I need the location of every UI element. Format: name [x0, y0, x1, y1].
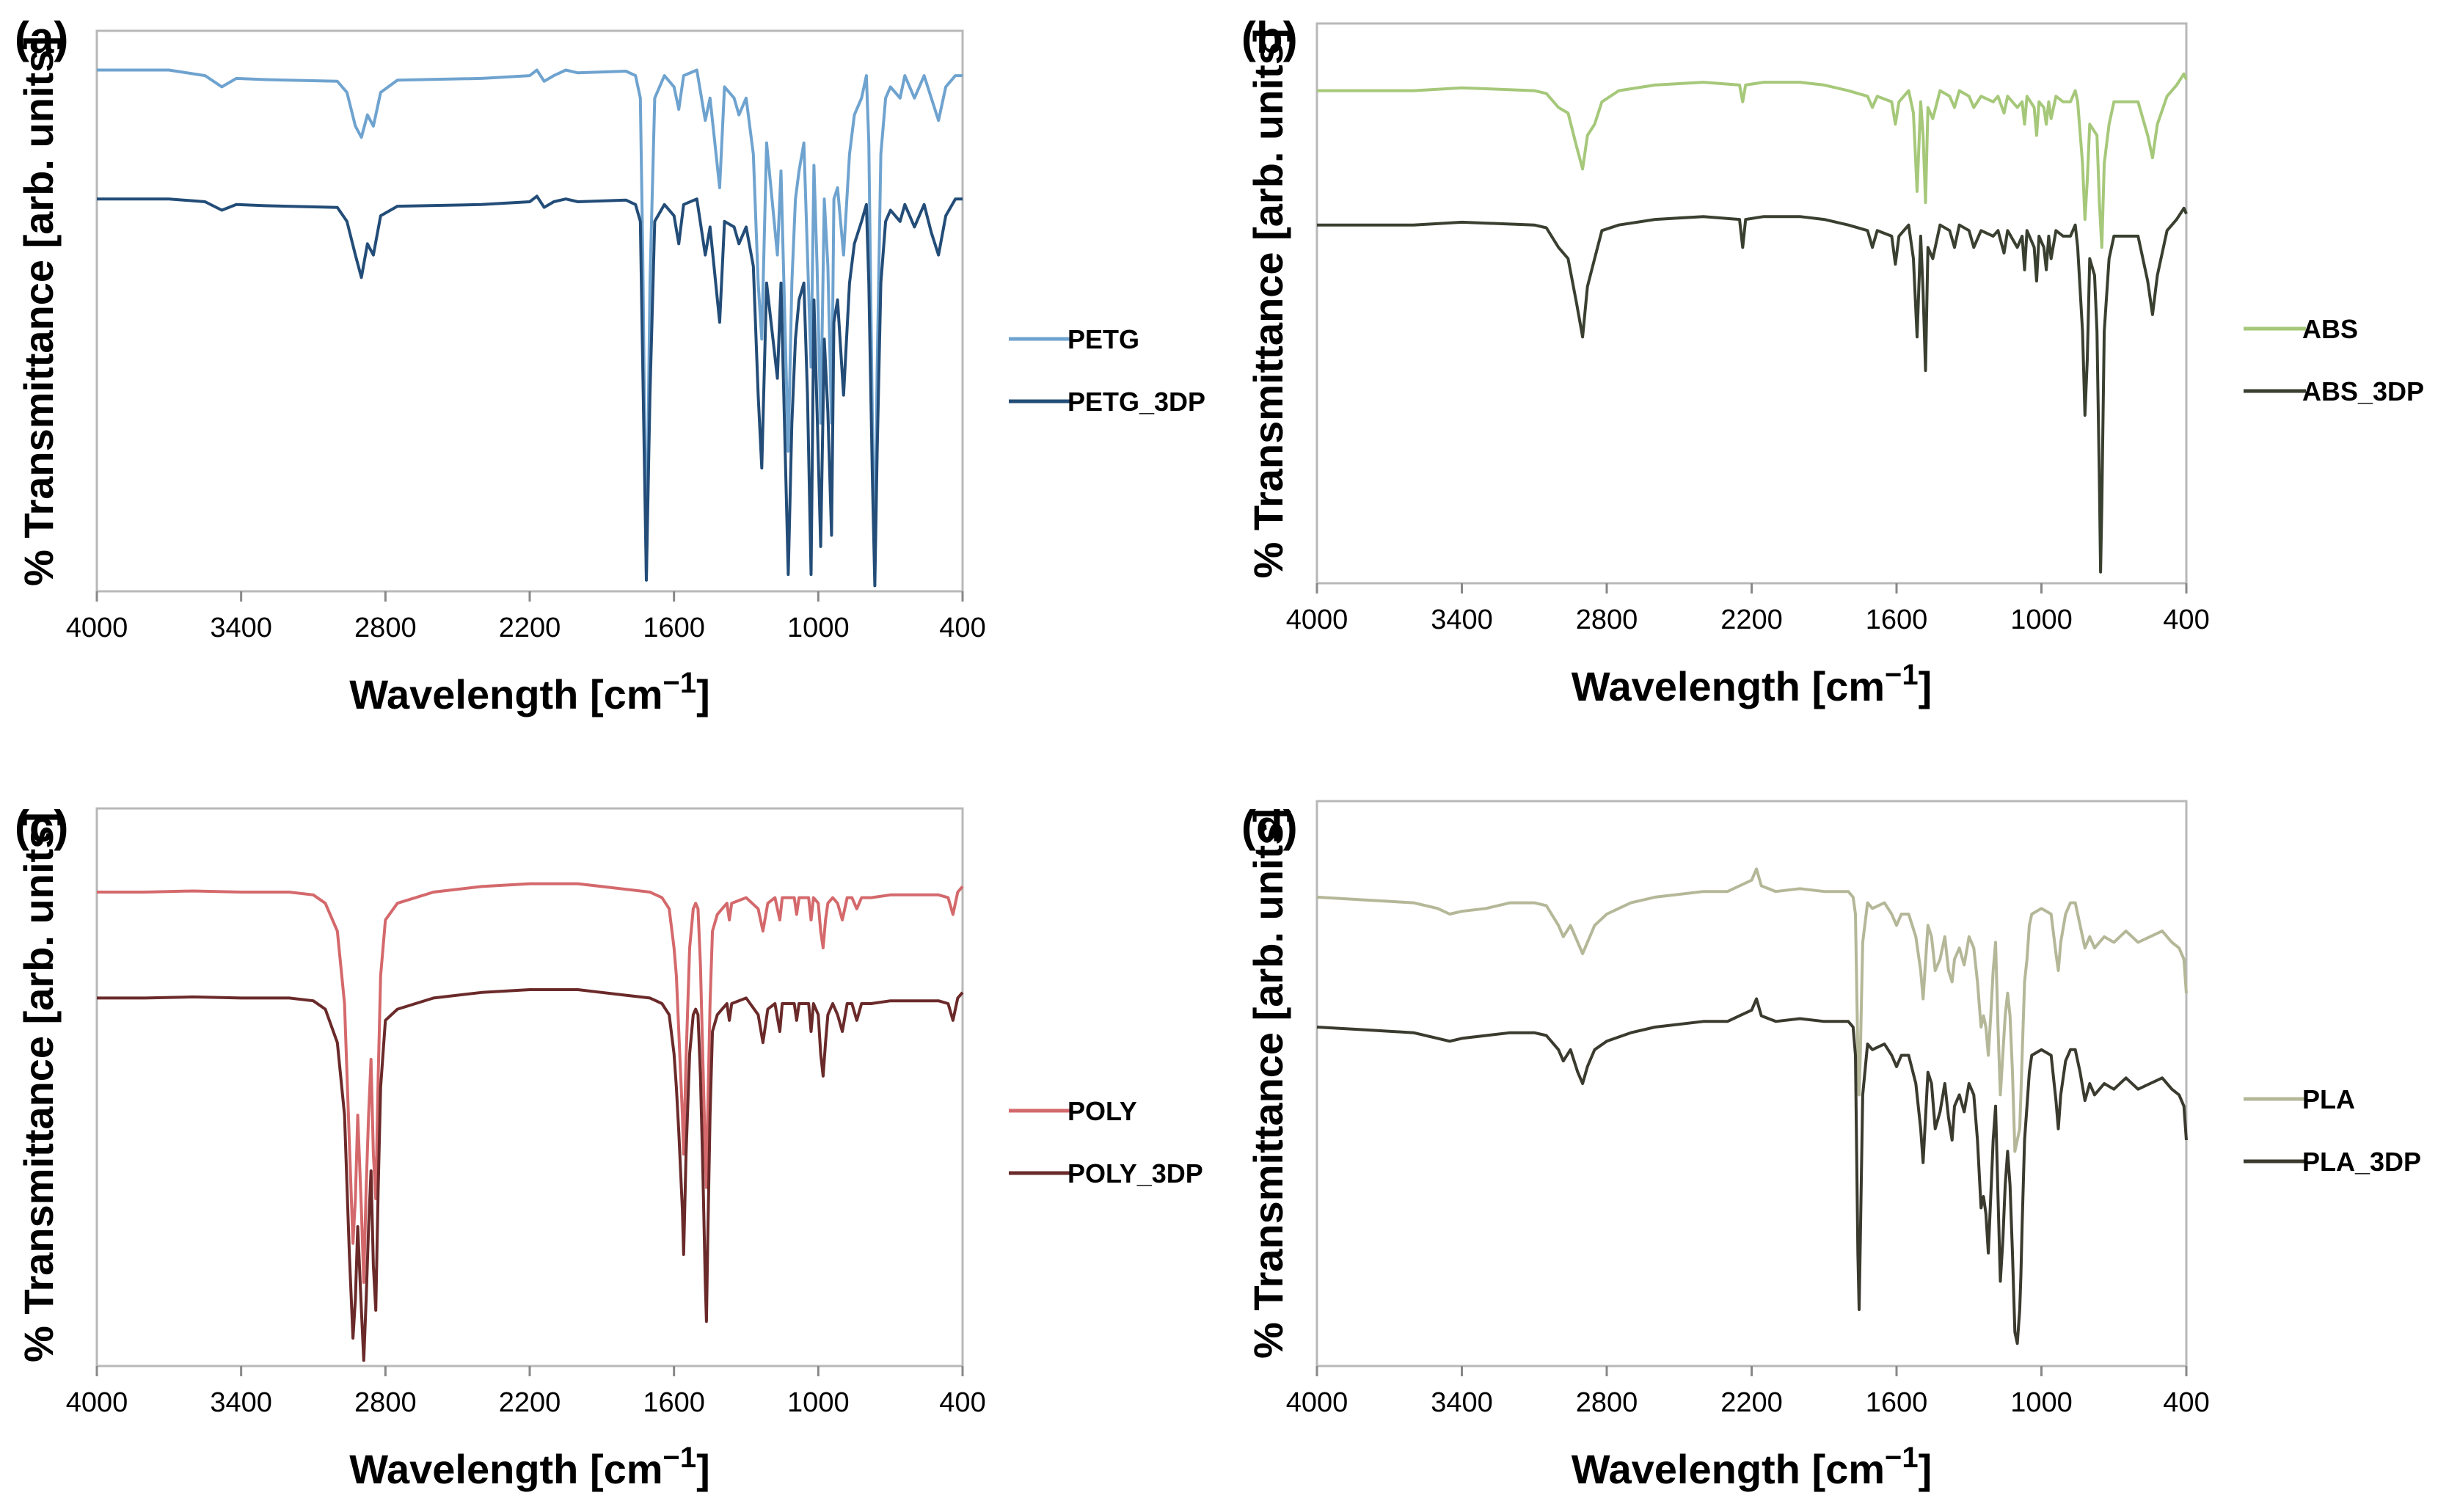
- x-tick-label: 3400: [210, 1387, 272, 1418]
- legend-label: ABS: [2302, 314, 2358, 344]
- x-tick-label: 400: [2163, 605, 2209, 635]
- x-tick-label: 2800: [1576, 605, 1638, 635]
- x-tick-label: 1000: [787, 1387, 850, 1418]
- panel-label: (a): [15, 13, 68, 62]
- chart-panel-a: (a) 4000 3400 2800 2200 1600 1000 400 Wavelength…: [15, 13, 1205, 717]
- x-tick-label: 1600: [1866, 605, 1928, 635]
- x-tick-label: 4000: [1286, 1387, 1348, 1418]
- x-tick-label: 3400: [1431, 1387, 1493, 1418]
- x-tick-label: 2200: [499, 613, 561, 643]
- x-tick-label: 2800: [354, 1387, 417, 1418]
- series-line-poly-3dp: [97, 988, 964, 1362]
- x-tick-label: 1000: [2010, 1387, 2073, 1418]
- legend-label: POLY: [1067, 1096, 1137, 1126]
- x-tick-label: 1600: [643, 1387, 705, 1418]
- x-axis-title: Wavelength [cm−1]: [1572, 1442, 1932, 1492]
- series-line-poly: [97, 882, 964, 1284]
- x-tick-label: 4000: [66, 1387, 128, 1418]
- x-tick-label: 2200: [1720, 605, 1783, 635]
- series-line-petg-3dp: [97, 194, 963, 588]
- x-tick-label: 2200: [1720, 1387, 1783, 1418]
- legend-label: PLA: [2302, 1084, 2355, 1114]
- chart-panel-d: (d) 4000 3400 2800 2200 1600 1000 400 Wavelength…: [1241, 800, 2421, 1492]
- x-tick-label: 1000: [787, 613, 850, 643]
- panel-label: (c): [15, 802, 68, 851]
- series-line-pla: [1316, 867, 2188, 1153]
- y-axis-title: % Transmittance [arb. units]: [15, 36, 62, 586]
- x-axis-title: Wavelength [cm−1]: [349, 667, 710, 717]
- x-tick-label: 3400: [1431, 605, 1493, 635]
- x-tick-label: 400: [939, 613, 985, 643]
- x-tick-label: 4000: [66, 613, 128, 643]
- plot-area: [1315, 22, 2188, 585]
- x-tick-label: 4000: [1286, 605, 1348, 635]
- x-tick-label: 2200: [499, 1387, 561, 1418]
- panel-label: (d): [1241, 802, 1298, 851]
- chart-panel-c: (c) 4000 3400 2800 2200 1600 1000 400 Wavelength…: [15, 802, 1203, 1492]
- x-tick-label: 400: [2163, 1387, 2209, 1418]
- legend-label: ABS_3DP: [2302, 376, 2424, 406]
- legend-label: PETG: [1067, 324, 1139, 354]
- x-tick-label: 2800: [354, 613, 417, 643]
- y-axis-title: % Transmittance [arb. units]: [15, 812, 62, 1362]
- x-tick-label: 1600: [1866, 1387, 1928, 1418]
- x-tick-label: 1000: [2010, 605, 2073, 635]
- plot-area: [1315, 800, 2188, 1367]
- series-line-abs: [1317, 72, 2188, 249]
- y-axis-title: % Transmittance [arb. units]: [1245, 808, 1291, 1359]
- series-line-abs-3dp: [1317, 206, 2188, 574]
- legend-label: PLA_3DP: [2302, 1147, 2421, 1177]
- legend-label: POLY_3DP: [1067, 1158, 1203, 1188]
- x-axis-title: Wavelength [cm−1]: [1572, 659, 1932, 709]
- x-axis-title: Wavelength [cm−1]: [349, 1442, 710, 1492]
- x-tick-label: 1600: [643, 613, 705, 643]
- panel-label: (b): [1241, 13, 1298, 62]
- series-line-pla-3dp: [1316, 997, 2188, 1345]
- x-tick-label: 2800: [1576, 1387, 1638, 1418]
- x-tick-label: 3400: [210, 613, 272, 643]
- series-line-petg: [97, 68, 963, 582]
- legend-label: PETG_3DP: [1067, 387, 1205, 417]
- x-tick-label: 400: [939, 1387, 985, 1418]
- chart-panel-b: (b) 4000 3400 2800 2200 1600 1000 400 Wavelength…: [1241, 13, 2424, 709]
- y-axis-title: % Transmittance [arb. units]: [1245, 29, 1291, 579]
